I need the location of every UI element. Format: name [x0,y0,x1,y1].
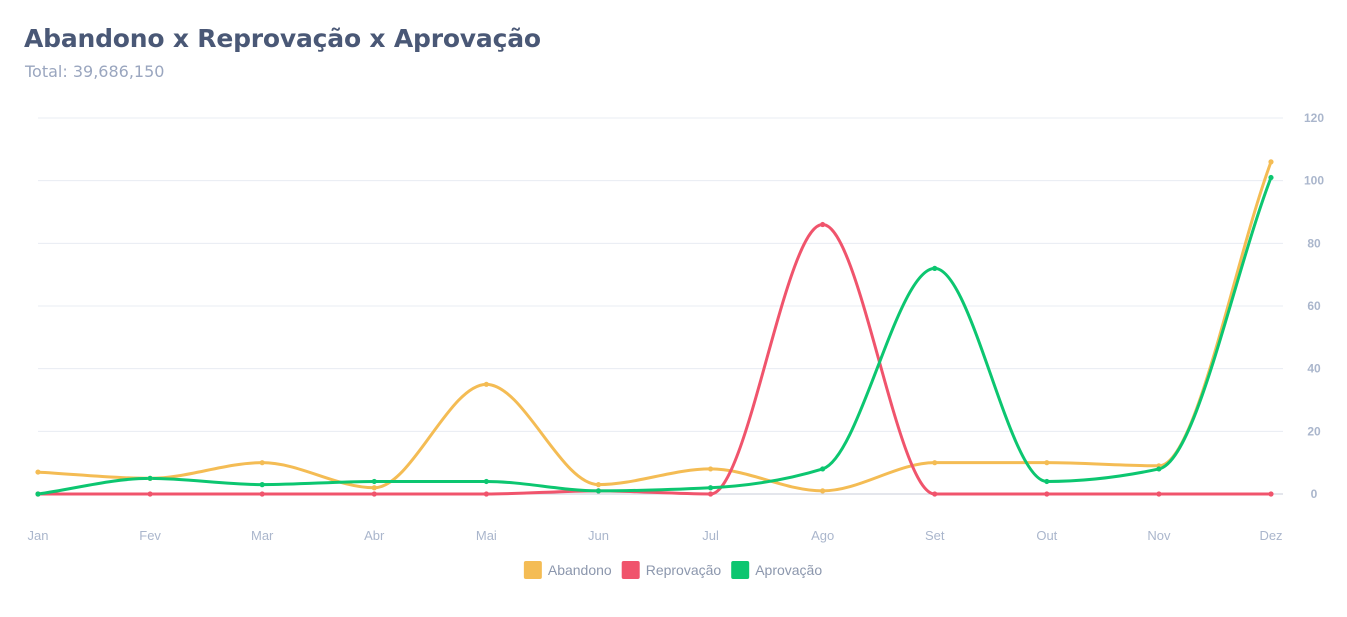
data-point-abandono[interactable] [707,466,714,472]
data-point-aprovacao[interactable] [820,466,826,472]
data-point-aprovacao[interactable] [371,478,377,485]
legend-label: Reprovação [646,562,722,578]
x-tick-label: Mai [476,528,497,543]
data-point-aprovacao[interactable] [483,478,489,485]
y-tick-label: 40 [1307,362,1321,376]
legend-item-aprovacao[interactable]: Aprovação [731,561,822,579]
x-tick-label: Fev [139,528,161,543]
legend: Abandono Reprovação Aprovação [523,561,822,579]
legend-swatch [621,561,640,579]
data-point-reprovacao[interactable] [371,491,377,497]
legend-label: Abandono [548,562,612,578]
data-point-abandono[interactable] [35,469,41,475]
x-tick-label: Out [1036,528,1057,543]
legend-swatch [731,561,750,579]
y-tick-label: 80 [1307,236,1321,250]
x-tick-label: Mar [251,528,274,543]
legend-item-reprovacao[interactable]: Reprovação [621,561,722,579]
data-point-reprovacao[interactable] [147,491,153,497]
grid-lines [38,117,1283,495]
y-tick-label: 120 [1304,111,1324,125]
legend-label: Aprovação [755,562,822,578]
x-tick-label: Abr [364,528,385,543]
data-point-abandono[interactable] [259,460,265,466]
x-tick-label: Ago [811,528,834,543]
data-point-reprovacao[interactable] [820,221,826,228]
data-point-abandono[interactable] [1268,159,1274,165]
x-tick-label: Jan [28,528,49,543]
data-point-reprovacao[interactable] [483,491,489,497]
data-point-aprovacao[interactable] [595,488,602,494]
y-axis-labels: 0 20 40 60 80 100 120 [1304,111,1324,501]
data-point-aprovacao[interactable] [1156,466,1162,472]
data-point-aprovacao[interactable] [932,265,938,271]
data-point-reprovacao[interactable] [1268,491,1274,497]
x-axis-labels: Jan Fev Mar Abr Mai Jun Jul Ago Set Out Nov Dez [28,528,1283,543]
data-point-abandono[interactable] [371,485,377,491]
x-tick-label: Set [925,528,945,543]
data-point-abandono[interactable] [1044,460,1050,466]
data-point-reprovacao[interactable] [259,491,265,497]
data-point-reprovacao[interactable] [1044,491,1050,497]
x-tick-label: Jun [588,528,609,543]
data-point-aprovacao[interactable] [707,485,714,491]
data-point-abandono[interactable] [820,488,826,494]
x-tick-label: Nov [1147,528,1171,543]
data-point-aprovacao[interactable] [35,491,41,497]
legend-item-abandono[interactable]: Abandono [523,561,612,579]
series-line-aprovacao[interactable] [36,176,1273,496]
data-point-abandono[interactable] [595,482,602,488]
y-tick-label: 100 [1304,174,1324,188]
data-point-reprovacao[interactable] [707,491,714,497]
series-line-abandono[interactable] [36,160,1273,493]
y-tick-label: 0 [1311,487,1318,501]
data-point-aprovacao[interactable] [1044,478,1050,485]
data-point-abandono[interactable] [483,381,489,387]
chart-title: Abandono x Reprovação x Aprovação [24,24,541,53]
x-tick-label: Jul [702,528,719,543]
chart-subtitle: Total: 39,686,150 [25,62,165,81]
legend-swatch [523,561,542,579]
x-tick-label: Dez [1259,528,1282,543]
y-tick-label: 60 [1307,299,1321,313]
series-line-reprovacao[interactable] [36,223,1273,496]
data-point-aprovacao[interactable] [147,475,153,481]
y-tick-label: 20 [1307,424,1321,438]
data-point-reprovacao[interactable] [1156,491,1162,497]
data-point-abandono[interactable] [932,460,938,466]
data-point-aprovacao[interactable] [1268,174,1274,181]
data-points [35,159,1274,497]
data-point-reprovacao[interactable] [932,491,938,497]
data-point-aprovacao[interactable] [259,482,265,488]
series-lines [36,160,1273,496]
